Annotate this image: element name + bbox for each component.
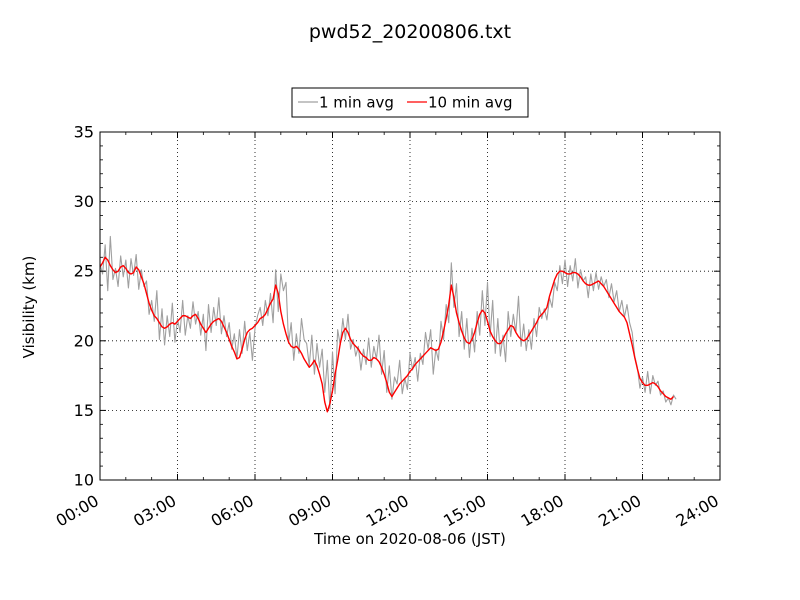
y-tick-label: 35 [74,123,94,142]
x-tick-label: 18:00 [518,491,567,531]
y-tick-label: 30 [74,192,94,211]
y-tick-label: 25 [74,262,94,281]
legend: 1 min avg 10 min avg [291,87,529,118]
x-tick-label: 12:00 [363,491,412,531]
x-tick-label: 24:00 [673,491,722,531]
x-axis-label: Time on 2020-08-06 (JST) [313,530,506,548]
y-tick-label: 20 [74,331,94,350]
y-tick-label: 15 [74,401,94,420]
x-tick-label: 21:00 [595,491,644,531]
series-line-1min-avg [99,235,677,410]
legend-label-1min: 1 min avg [319,94,394,112]
series-layer [99,235,677,413]
x-tick-label: 09:00 [285,491,334,531]
grid-lines [100,132,720,480]
chart-title: pwd52_20200806.txt [309,21,511,43]
y-tick-label: 10 [74,471,94,490]
plot-frame [99,131,721,481]
series-line-10min-avg [99,256,675,413]
axis-ticks: 00:00 03:00 06:00 09:00 12:00 15:00 18:00 21:00… [53,123,722,531]
x-tick-label: 06:00 [208,491,257,531]
x-tick-label: 00:00 [53,491,102,531]
legend-label-10min: 10 min avg [428,94,513,112]
y-axis-label: Visibility (km) [20,256,38,359]
x-tick-label: 15:00 [440,491,489,531]
x-tick-label: 03:00 [130,491,179,531]
